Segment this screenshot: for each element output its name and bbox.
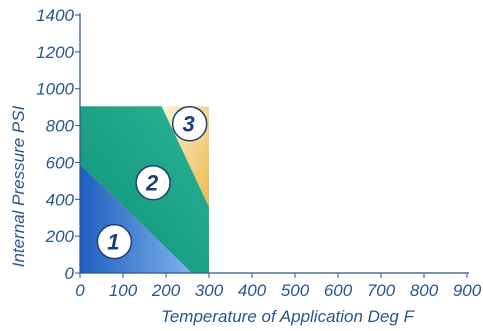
zone-1-label: 1: [107, 230, 119, 255]
zone-2-marker: 2: [135, 164, 171, 201]
zone-labels-layer: 1 2 3: [96, 105, 208, 260]
zone-marker-circle: [96, 223, 133, 260]
x-tick-label: 300: [195, 281, 224, 300]
zone-3-marker: 3: [171, 105, 208, 142]
zone-2-label: 2: [145, 171, 159, 196]
zone-1-marker: 1: [96, 223, 133, 260]
zone-marker-circle: [171, 105, 208, 142]
x-tick-label: 100: [109, 281, 138, 300]
x-tick-label: 600: [324, 281, 353, 300]
y-tick-label: 600: [46, 153, 75, 172]
x-tick-label: 400: [238, 281, 267, 300]
y-tick-label: 200: [45, 227, 75, 246]
zone-3-label: 3: [183, 112, 195, 137]
x-axis-title: Temperature of Application Deg F: [161, 307, 416, 326]
x-tick-label: 200: [151, 281, 181, 300]
y-tick-label: 800: [46, 117, 75, 136]
y-axis-title: Internal Pressure PSI: [9, 105, 28, 267]
y-tick-label: 0: [65, 264, 75, 283]
x-tick-label: 800: [410, 281, 439, 300]
x-tick-label: 0: [75, 281, 85, 300]
x-tick-label: 500: [281, 281, 310, 300]
x-tick-label: 700: [367, 281, 396, 300]
zone-marker-circle: [135, 164, 171, 201]
y-tick-label: 1400: [36, 6, 74, 25]
x-tick-label: 900: [453, 281, 482, 300]
y-tick-label: 1000: [36, 80, 74, 99]
axes-layer: 0 100 200 300 400 500 600 700 800 900 0 200 400 600 80…: [36, 6, 482, 300]
y-tick-label: 1200: [36, 43, 74, 62]
y-tick-label: 400: [46, 190, 75, 209]
